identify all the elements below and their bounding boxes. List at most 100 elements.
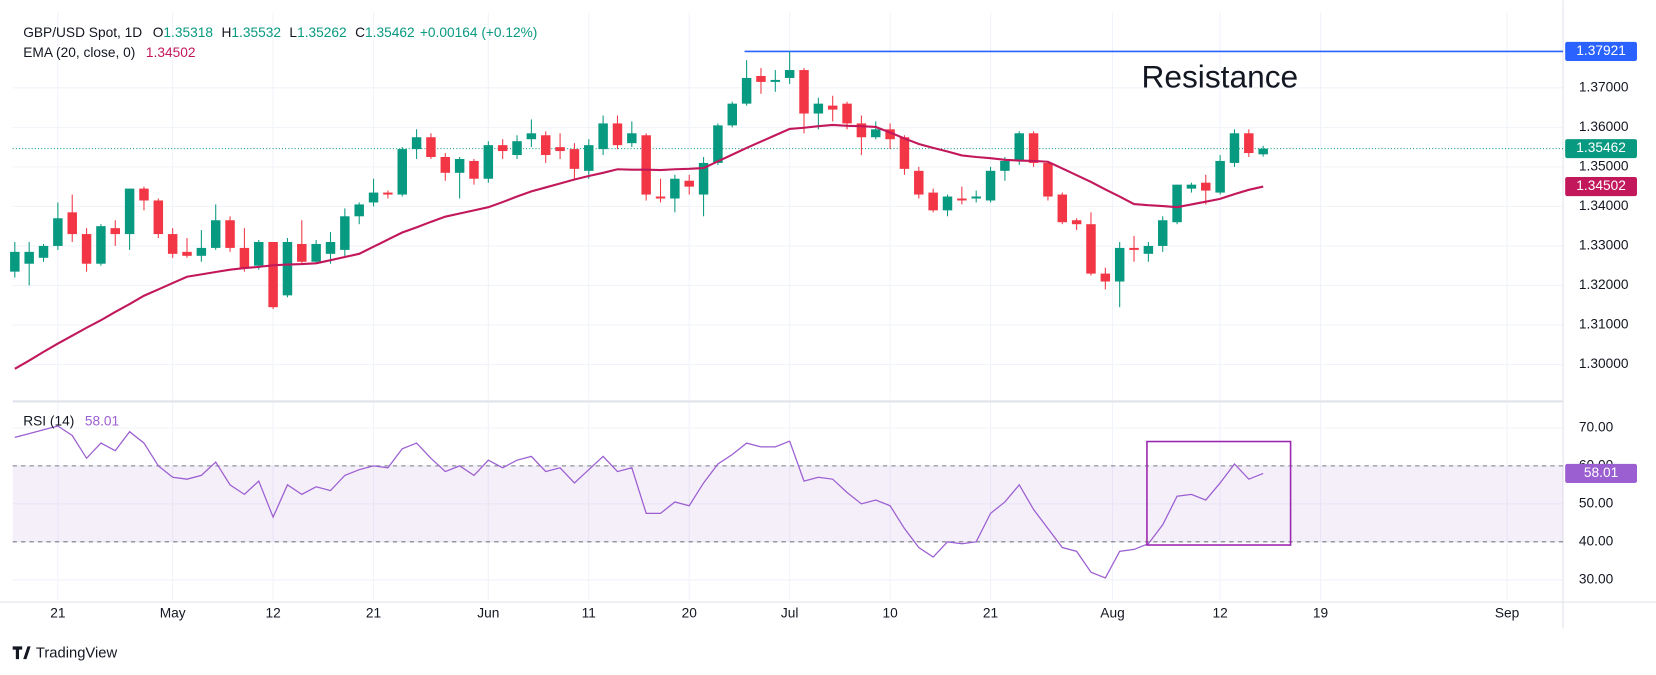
rsi-band	[12, 465, 1564, 542]
candle-body	[311, 243, 321, 262]
candle-body	[397, 149, 407, 195]
candle-body	[354, 204, 364, 217]
x-tick-label: 12	[265, 605, 280, 620]
candle-body	[871, 129, 881, 138]
candle-body	[971, 196, 981, 199]
candle-body	[1043, 162, 1053, 197]
candle-body	[454, 158, 465, 173]
candle-body	[741, 77, 752, 104]
candle-body	[182, 251, 192, 256]
ema-name: EMA (20, close, 0)	[23, 45, 135, 60]
rsi-line	[14, 425, 1264, 579]
candle-body	[239, 247, 250, 268]
candle-body	[584, 145, 594, 171]
x-tick-label: Jul	[781, 605, 799, 620]
candle-body	[383, 192, 393, 195]
brand-logo: TradingView	[12, 646, 118, 662]
resistance-tag-text: 1.37921	[1576, 43, 1626, 58]
candle-body	[167, 234, 178, 254]
candle-body	[268, 241, 278, 308]
brand-text: TradingView	[36, 646, 118, 662]
rsi-value: 58.01	[85, 413, 119, 428]
candle-body	[842, 103, 852, 124]
candle-body	[914, 170, 924, 195]
candle-body	[627, 133, 637, 144]
candle-body	[1201, 182, 1211, 191]
rsi-tag-text: 58.01	[1584, 465, 1618, 480]
candle-body	[713, 125, 723, 163]
candle-body	[985, 170, 996, 201]
x-tick-label: Aug	[1100, 605, 1124, 620]
candle-body	[53, 218, 63, 246]
candle-body	[799, 70, 809, 114]
candle-body	[1057, 194, 1068, 223]
candle-body	[426, 137, 436, 158]
last-price-tag-box	[1565, 139, 1637, 159]
candle-body	[254, 241, 264, 266]
x-tick-label: Jun	[477, 605, 499, 620]
candle-body	[139, 188, 149, 201]
candle-body	[96, 226, 106, 264]
candle-body	[641, 135, 651, 195]
candle-body	[1215, 160, 1225, 193]
y-tick-label: 1.30000	[1579, 356, 1629, 371]
candle-body	[698, 162, 709, 195]
ohlc-key: O	[153, 24, 164, 39]
candle-body	[153, 200, 164, 235]
candle-body	[856, 123, 867, 138]
candle-body	[540, 135, 551, 156]
candle-body	[957, 198, 967, 201]
ema-tag-text: 1.34502	[1576, 178, 1626, 193]
candle-body	[655, 196, 666, 199]
y-tick-label: 1.32000	[1579, 277, 1629, 292]
candle-body	[497, 145, 508, 152]
candle-body	[1071, 220, 1082, 225]
resistance-tag-box	[1565, 41, 1637, 61]
candle-body	[440, 157, 451, 173]
y-tick-label: 1.31000	[1579, 317, 1629, 332]
candle-body	[899, 137, 910, 169]
resistance-annotation: Resistance	[1141, 59, 1298, 95]
ohlc-value: 1.35262	[297, 24, 347, 39]
candle-body	[1186, 184, 1197, 189]
x-tick-label: 21	[50, 605, 65, 620]
y-tick-label: 1.34000	[1579, 198, 1629, 213]
x-tick-label: 21	[983, 605, 998, 620]
candle-body	[67, 212, 77, 235]
x-tick-label: Sep	[1495, 605, 1520, 620]
candle-body	[110, 228, 121, 235]
last-price-tag-text: 1.35462	[1576, 140, 1626, 155]
candle-body	[282, 241, 293, 296]
symbol-title: GBP/USD Spot, 1D	[23, 24, 142, 39]
candle-body	[827, 105, 838, 110]
y-tick-label: 1.35000	[1579, 159, 1629, 174]
candle-body	[727, 103, 738, 126]
candle-body	[813, 103, 824, 114]
x-tick-label: 11	[582, 605, 596, 620]
candle-body	[1157, 220, 1168, 246]
y-tick-label: 50.00	[1579, 495, 1614, 510]
candle-body	[1129, 247, 1139, 250]
ema-legend: EMA (20, close, 0) 1.34502	[23, 45, 195, 60]
ohlc-key: L	[289, 24, 297, 39]
plot	[10, 50, 1564, 579]
candle-body	[512, 141, 522, 156]
ema-line	[14, 123, 1264, 370]
candle-body	[526, 133, 537, 140]
x-tick-label: 12	[1212, 605, 1227, 620]
candle-body	[770, 79, 781, 82]
ohlc-key: C	[355, 24, 365, 39]
candle-body	[784, 70, 795, 78]
candle-body	[670, 178, 680, 199]
candle-body	[297, 243, 307, 262]
candle-body	[1028, 133, 1039, 163]
candle-body	[24, 251, 34, 264]
candle-body	[1143, 245, 1154, 254]
x-tick-label: 19	[1313, 605, 1328, 620]
candle-body	[942, 196, 953, 211]
x-tick-label: 10	[882, 605, 898, 620]
candle-body	[225, 220, 235, 248]
ohlc-value: 1.35462	[365, 24, 415, 39]
candle-body	[210, 220, 221, 248]
